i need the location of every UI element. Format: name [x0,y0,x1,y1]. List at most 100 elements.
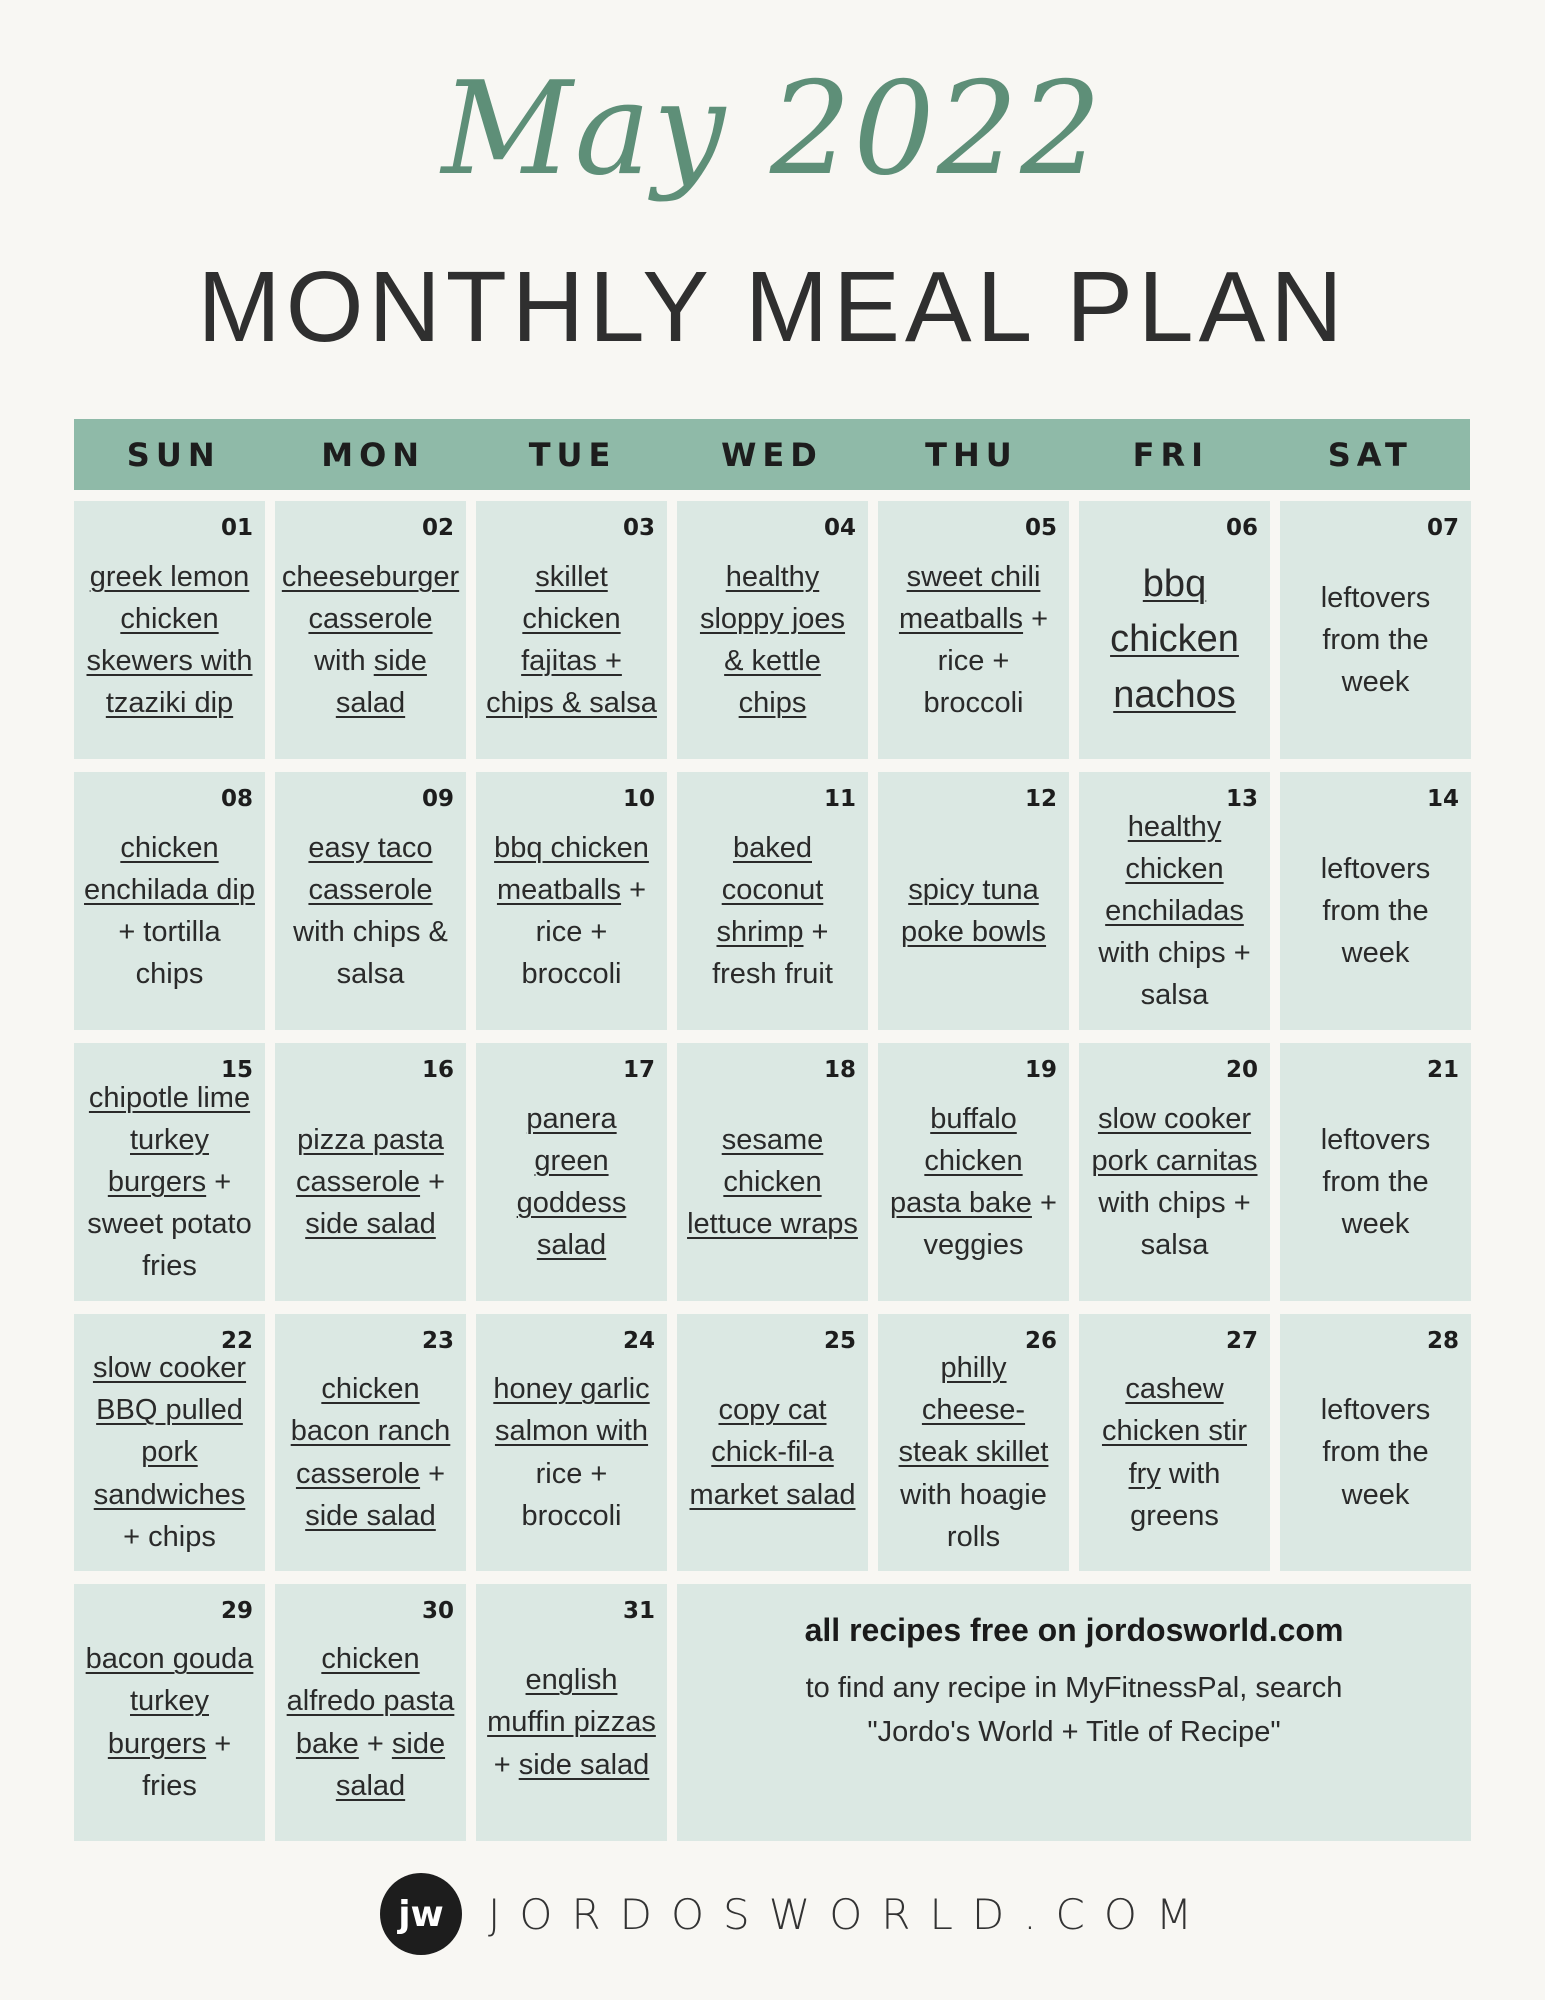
meal-text: leftovers from the week [1320,852,1431,970]
day-cell: 04 healthy sloppy joes & kettle chips [677,501,868,759]
meal-text: with chips + salsa [1098,937,1251,1012]
day-number: 24 [622,1328,655,1354]
meal: easy taco casserole with chips & salsa [285,827,456,995]
day-number: 15 [220,1057,253,1083]
day-number: 18 [823,1057,856,1083]
recipe-link[interactable]: spicy tuna poke bowls [900,873,1047,948]
meal: chicken bacon ranch casserole + side sal… [285,1368,456,1536]
meal: bacon gouda turkey burgers + fries [84,1638,255,1806]
day-number: 17 [622,1057,655,1083]
meal: panera green goddess salad [486,1098,657,1266]
recipe-link[interactable]: side salad [335,1727,446,1802]
weekday-wed: WED [721,435,823,474]
day-cell: 18 sesame chicken lettuce wraps [677,1043,868,1301]
day-number: 04 [823,515,856,541]
meal: spicy tuna poke bowls [888,869,1059,953]
recipe-link[interactable]: side salad [518,1748,650,1781]
day-cell: 16 pizza pasta casserole + side salad [275,1043,466,1301]
recipe-link[interactable]: bbq chicken nachos [1110,563,1239,716]
recipe-link[interactable]: side salad [305,1499,436,1532]
day-number: 30 [421,1598,454,1624]
day-cell: 02 cheeseburger casserole with side salad [275,501,466,759]
day-number: 08 [220,786,253,812]
recipe-link[interactable]: healthy chicken enchiladas [1105,810,1244,927]
weekday-mon: MON [321,435,426,474]
recipe-link[interactable]: greek lemon chicken skewers with tzaziki… [86,560,253,720]
recipe-link[interactable]: easy taco casserole [308,831,433,906]
meal: greek lemon chicken skewers with tzaziki… [84,556,255,724]
day-cell: 30 chicken alfredo pasta bake + side sala… [275,1584,466,1841]
recipe-link[interactable]: chipotle lime turkey burgers [88,1081,251,1198]
weekday-fri: FRI [1132,435,1210,474]
day-cell: 13 healthy chicken enchiladas with chips … [1079,772,1270,1030]
recipe-link[interactable]: cashew chicken stir fry [1101,1373,1248,1490]
meal: pizza pasta casserole + side salad [285,1119,456,1245]
meal: cashew chicken stir fry with greens [1089,1368,1260,1536]
meal-text: + fries [142,1727,232,1802]
meal: baked coconut shrimp + fresh fruit [687,827,858,995]
recipe-link[interactable]: side salad [305,1208,436,1241]
recipe-link[interactable]: chicken alfredo pasta bake [286,1643,455,1760]
meal-text: + chips [123,1520,216,1553]
meal-text: with chips & salsa [293,916,448,991]
meal: sweet chili meatballs + rice + broccoli [888,556,1059,724]
meal: buffalo chicken pasta bake + veggies [888,1098,1059,1266]
recipe-link[interactable]: cheeseburger casserole [281,560,460,635]
recipe-link[interactable]: skillet chicken fajitas + chips & salsa [486,560,657,720]
recipe-link[interactable]: slow cooker BBQ pulled pork sandwiches [92,1352,247,1511]
meal-text: + [358,1727,392,1760]
day-cell: 12 spicy tuna poke bowls [878,772,1069,1030]
day-cell: 21 leftovers from the week [1280,1043,1471,1301]
day-cell: 07 leftovers from the week [1280,501,1471,759]
meal: sesame chicken lettuce wraps [687,1119,858,1245]
recipe-link[interactable]: sweet chili meatballs [898,560,1041,635]
day-number: 14 [1426,786,1459,812]
meal: chicken enchilada dip + tortilla chips [84,827,255,995]
recipe-link[interactable]: chicken enchilada dip [84,831,255,906]
day-number: 22 [220,1328,253,1354]
meal: honey garlic salmon with rice + broccoli [486,1368,657,1536]
meal-text: rice + broccoli [521,1457,622,1532]
meal-text: leftovers from the week [1320,1394,1431,1511]
meal: philly cheese-steak skillet with hoagie … [888,1347,1059,1557]
day-cell: 08 chicken enchilada dip + tortilla chips [74,772,265,1030]
meal-text: with chips + salsa [1098,1187,1251,1262]
note-line-1: to find any recipe in MyFitnessPal, sear… [805,1672,1343,1704]
recipe-link[interactable]: copy cat chick-fil-a market salad [689,1394,856,1511]
day-number: 05 [1024,515,1057,541]
day-cell: 19 buffalo chicken pasta bake + veggies [878,1043,1069,1301]
meal: bbq chicken meatballs + rice + broccoli [486,827,657,995]
meal: slow cooker pork carnitas with chips + s… [1089,1098,1260,1266]
day-cell: 29 bacon gouda turkey burgers + fries [74,1584,265,1841]
day-number: 07 [1426,515,1459,541]
day-number: 27 [1225,1328,1258,1354]
note-line-2: "Jordo's World + Title of Recipe" [867,1715,1281,1748]
recipe-link[interactable]: english muffin pizzas [487,1664,656,1739]
recipe-link[interactable]: panera green goddess salad [516,1102,627,1262]
month-title: May 2022 [441,55,1104,204]
recipe-link[interactable]: bbq chicken meatballs [494,831,649,906]
meal-text: with hoagie rolls [900,1478,1047,1553]
day-number: 29 [220,1598,253,1624]
recipe-link[interactable]: slow cooker pork carnitas [1091,1102,1258,1177]
meal: leftovers from the week [1290,848,1461,974]
day-cell: 24 honey garlic salmon with rice + brocco… [476,1314,667,1571]
day-cell: 17 panera green goddess salad [476,1043,667,1301]
recipe-link[interactable]: honey garlic salmon with [493,1373,650,1448]
recipe-link[interactable]: pizza pasta casserole [295,1123,444,1198]
meal: english muffin pizzas + side salad [486,1659,657,1785]
recipe-link[interactable]: chicken bacon ranch casserole [290,1373,451,1490]
meal: cheeseburger casserole with side salad [282,556,459,724]
recipe-link[interactable]: baked coconut shrimp [716,831,824,948]
recipe-link[interactable]: sesame chicken lettuce wraps [687,1123,858,1241]
meal: chicken alfredo pasta bake + side salad [285,1638,456,1806]
recipe-link[interactable]: buffalo chicken pasta bake [890,1102,1032,1219]
recipe-link[interactable]: bacon gouda turkey burgers [85,1643,254,1760]
recipe-link[interactable]: healthy sloppy joes & kettle chips [699,560,846,720]
meal-text: + rice + broccoli [521,873,647,991]
day-cell: 06 bbq chicken nachos [1079,501,1270,759]
meal-text: leftovers from the week [1320,581,1431,699]
recipe-link[interactable]: philly cheese-steak skillet [898,1352,1049,1469]
recipe-link[interactable]: side salad [335,645,427,720]
day-cell: 14 leftovers from the week [1280,772,1471,1030]
